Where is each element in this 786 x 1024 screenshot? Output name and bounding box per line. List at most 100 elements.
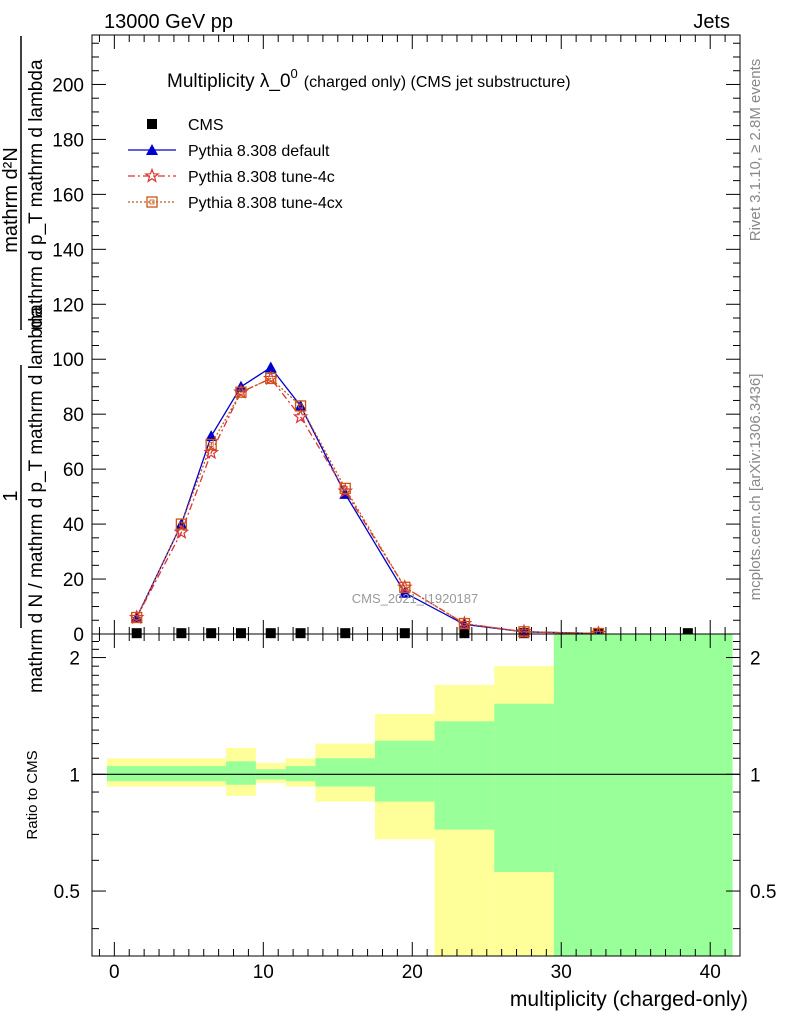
data-point <box>459 628 470 639</box>
data-point <box>458 617 471 630</box>
data-point <box>295 628 306 639</box>
data-point <box>264 361 277 373</box>
band-bin <box>494 703 554 872</box>
title-superscript: 0 <box>291 66 298 81</box>
ylabel-right-denominator: mathrm d p_T mathrm d lambda <box>26 59 47 330</box>
analysis-watermark: CMS_2021_I1920187 <box>352 591 479 606</box>
band-bin <box>553 634 733 956</box>
main-y-tick-label: 140 <box>52 240 84 261</box>
data-point <box>298 403 303 409</box>
title-main: Multiplicity λ_00(charged only) (CMS jet… <box>167 66 571 92</box>
series-layer <box>128 361 693 641</box>
ylabel-right-numerator: mathrm d²N <box>0 147 22 253</box>
data-point <box>265 628 276 639</box>
header-left: 13000 GeV pp <box>104 11 233 33</box>
legend: CMS Pythia 8.308 default Pythia 8.308 tune… <box>128 117 343 212</box>
x-tick-label: 30 <box>551 962 572 983</box>
data-point <box>208 442 214 447</box>
legend-marker <box>149 199 155 205</box>
data-point <box>131 611 143 624</box>
band-bin <box>106 766 167 782</box>
ratio-y-axis-title: Ratio to CMS <box>24 750 41 839</box>
x-tick-labels: 0 10 20 30 40 <box>109 962 721 983</box>
data-point <box>292 408 309 424</box>
data-point <box>268 376 274 381</box>
legend-marker <box>147 119 157 129</box>
band-1 <box>106 634 733 956</box>
ratio-y-tick-label: 0.5 <box>54 882 80 903</box>
legend-item: Pythia 8.308 default <box>128 143 330 160</box>
legend-label: Pythia 8.308 tune-4c <box>188 169 335 186</box>
legend-item: Pythia 8.308 tune-4cx <box>128 195 343 212</box>
main-y-tick-label: 200 <box>52 75 84 96</box>
band-bin <box>285 766 316 782</box>
data-point <box>340 628 351 639</box>
ylabel-denominator: mathrm d N / mathrm d p_T mathrm d lambd… <box>26 307 47 694</box>
main-y-axis-title: 1 mathrm d N / mathrm d p_T mathrm d lam… <box>0 36 47 693</box>
band-bin <box>226 761 256 785</box>
series-line <box>136 377 599 635</box>
legend-item: CMS <box>147 117 224 134</box>
ratio-y-tick-label-right: 1 <box>750 765 761 786</box>
main-y-tick-label: 160 <box>52 185 84 206</box>
ratio-y-tick-label-right: 0.5 <box>750 882 776 903</box>
mcplots-label: mcplots.cern.ch [arXiv:1306.3436] <box>747 374 764 601</box>
data-point <box>399 581 411 593</box>
ratio-y-tick-label-right: 2 <box>750 649 761 670</box>
data-point <box>518 626 530 638</box>
data-point <box>294 400 307 412</box>
legend-marker <box>146 196 158 208</box>
main-y-tick-label: 40 <box>63 515 84 536</box>
legend-label: Pythia 8.308 default <box>188 143 330 160</box>
band-bin <box>196 767 227 780</box>
series-0 <box>131 628 693 639</box>
x-tick-label: 10 <box>253 962 274 983</box>
legend-label: CMS <box>188 117 224 134</box>
data-point <box>176 628 187 639</box>
series-3 <box>131 372 605 640</box>
data-point <box>265 372 277 385</box>
main-y-tick-label: 60 <box>63 460 84 481</box>
legend-marker <box>144 167 160 183</box>
data-point <box>462 621 467 626</box>
data-point <box>238 389 244 395</box>
x-axis-title: multiplicity (charged-only) <box>510 988 748 1011</box>
data-point <box>235 628 246 639</box>
band-bin <box>434 721 495 830</box>
main-y-tick-label: 80 <box>63 405 84 426</box>
ratio-y-tick-label: 2 <box>69 649 80 670</box>
main-y-tick-label: 20 <box>63 570 84 591</box>
data-point <box>134 615 140 620</box>
header-right: Jets <box>693 11 730 33</box>
main-y-tick-label: 0 <box>73 625 84 646</box>
main-y-tick-labels: 0 20 40 60 80 100 120 140 160 180 200 <box>52 75 84 646</box>
main-title: Multiplicity λ_00(charged only) (CMS jet… <box>167 66 571 92</box>
ratio-plot-frame <box>91 633 741 957</box>
data-point <box>205 430 218 442</box>
data-point <box>175 518 188 530</box>
data-point <box>402 584 408 590</box>
ratio-y-tick-label: 1 <box>69 765 80 786</box>
legend-item: Pythia 8.308 tune-4c <box>128 167 335 186</box>
data-point <box>682 628 693 639</box>
main-y-tick-label: 180 <box>52 130 84 151</box>
legend-label: Pythia 8.308 tune-4cx <box>188 195 343 212</box>
data-point <box>203 444 220 460</box>
data-point <box>131 628 142 639</box>
ratio-axis-ticks <box>92 634 741 956</box>
ratio-y-tick-labels: 0.5 0.5 1 1 2 2 <box>54 649 777 904</box>
ylabel-numerator: 1 <box>0 490 22 501</box>
data-point <box>235 386 247 398</box>
x-tick-label: 0 <box>109 962 120 983</box>
x-tick-label: 20 <box>402 962 423 983</box>
rivet-label: Rivet 3.1.10, ≥ 2.8M events <box>747 59 764 242</box>
legend-marker <box>146 144 158 155</box>
data-point <box>342 485 348 491</box>
band-bin <box>315 758 376 787</box>
ratio-bands <box>106 634 733 956</box>
main-y-tick-label: 100 <box>52 350 84 371</box>
data-point <box>339 482 351 495</box>
x-tick-label: 40 <box>700 962 721 983</box>
data-point <box>399 628 410 639</box>
